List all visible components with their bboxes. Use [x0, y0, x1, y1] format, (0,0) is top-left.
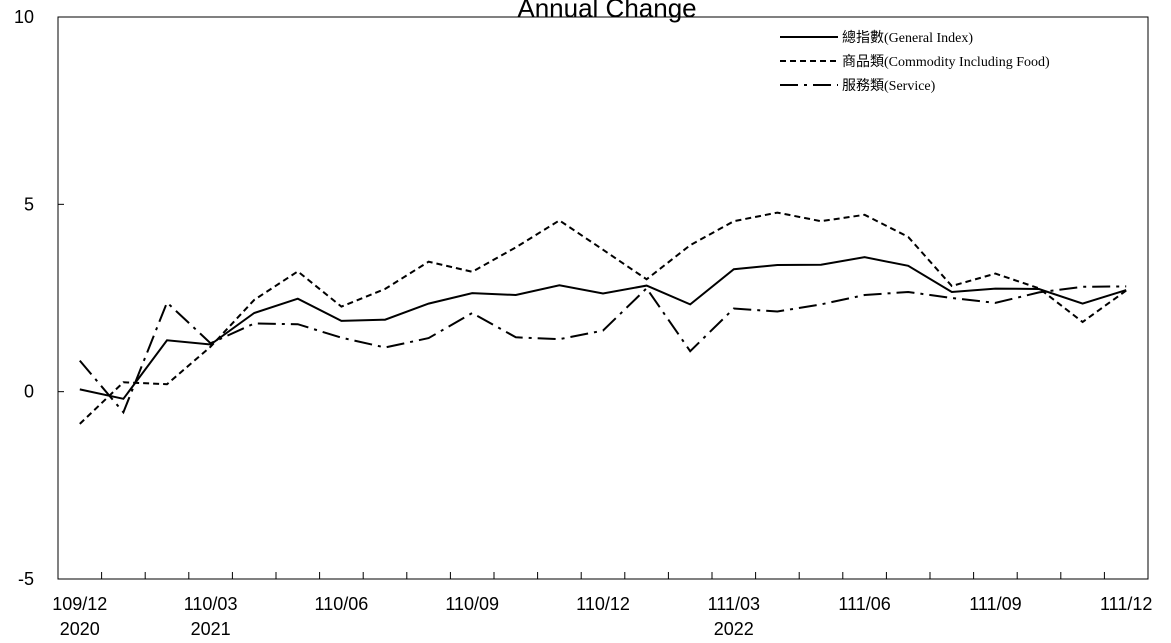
- x-axis: 109/12 2020 110/03 2021 110/06 110/09 110/12 11…: [52, 572, 1152, 639]
- chart-title-group: Annual Change: [517, 0, 696, 23]
- x-year-label: 2020: [60, 619, 100, 639]
- legend-label-1: 商品類(Commodity Including Food): [842, 54, 1050, 70]
- series-line-2: [79, 285, 1127, 415]
- y-tick-label: 10: [14, 7, 34, 27]
- x-tick-label: 111/06: [838, 594, 890, 614]
- y-tick-label: -5: [18, 569, 34, 589]
- series-line-1: [79, 211, 1127, 425]
- x-tick-label: 110/09: [445, 594, 499, 614]
- x-tick-label: 110/06: [315, 594, 369, 614]
- x-tick-label: 111/09: [969, 594, 1021, 614]
- x-tick-label: 110/03: [184, 594, 238, 614]
- y-tick-label: 0: [24, 382, 34, 402]
- legend-label-0: 總指數(General Index): [842, 29, 973, 46]
- plot-frame: [57, 16, 1149, 580]
- series-line-0: [79, 256, 1127, 400]
- y-axis: -5 0 5 10: [14, 7, 64, 589]
- x-tick-label: 111/12: [1100, 594, 1152, 614]
- x-year-label: 2021: [191, 619, 231, 639]
- x-tick-label: 109/12: [52, 594, 107, 614]
- legend-label-2: 服務類(Service): [842, 78, 936, 94]
- chart-title: Annual Change: [517, 0, 696, 23]
- y-tick-label: 5: [24, 194, 34, 214]
- x-tick-label: 110/12: [576, 594, 630, 614]
- series-layer: [79, 211, 1127, 425]
- legend: 總指數(General Index) 商品類(Commodity Includin…: [780, 29, 1050, 94]
- x-year-label: 2022: [714, 619, 754, 639]
- x-tick-label: 111/03: [708, 594, 760, 614]
- plot-border: [57, 16, 1149, 580]
